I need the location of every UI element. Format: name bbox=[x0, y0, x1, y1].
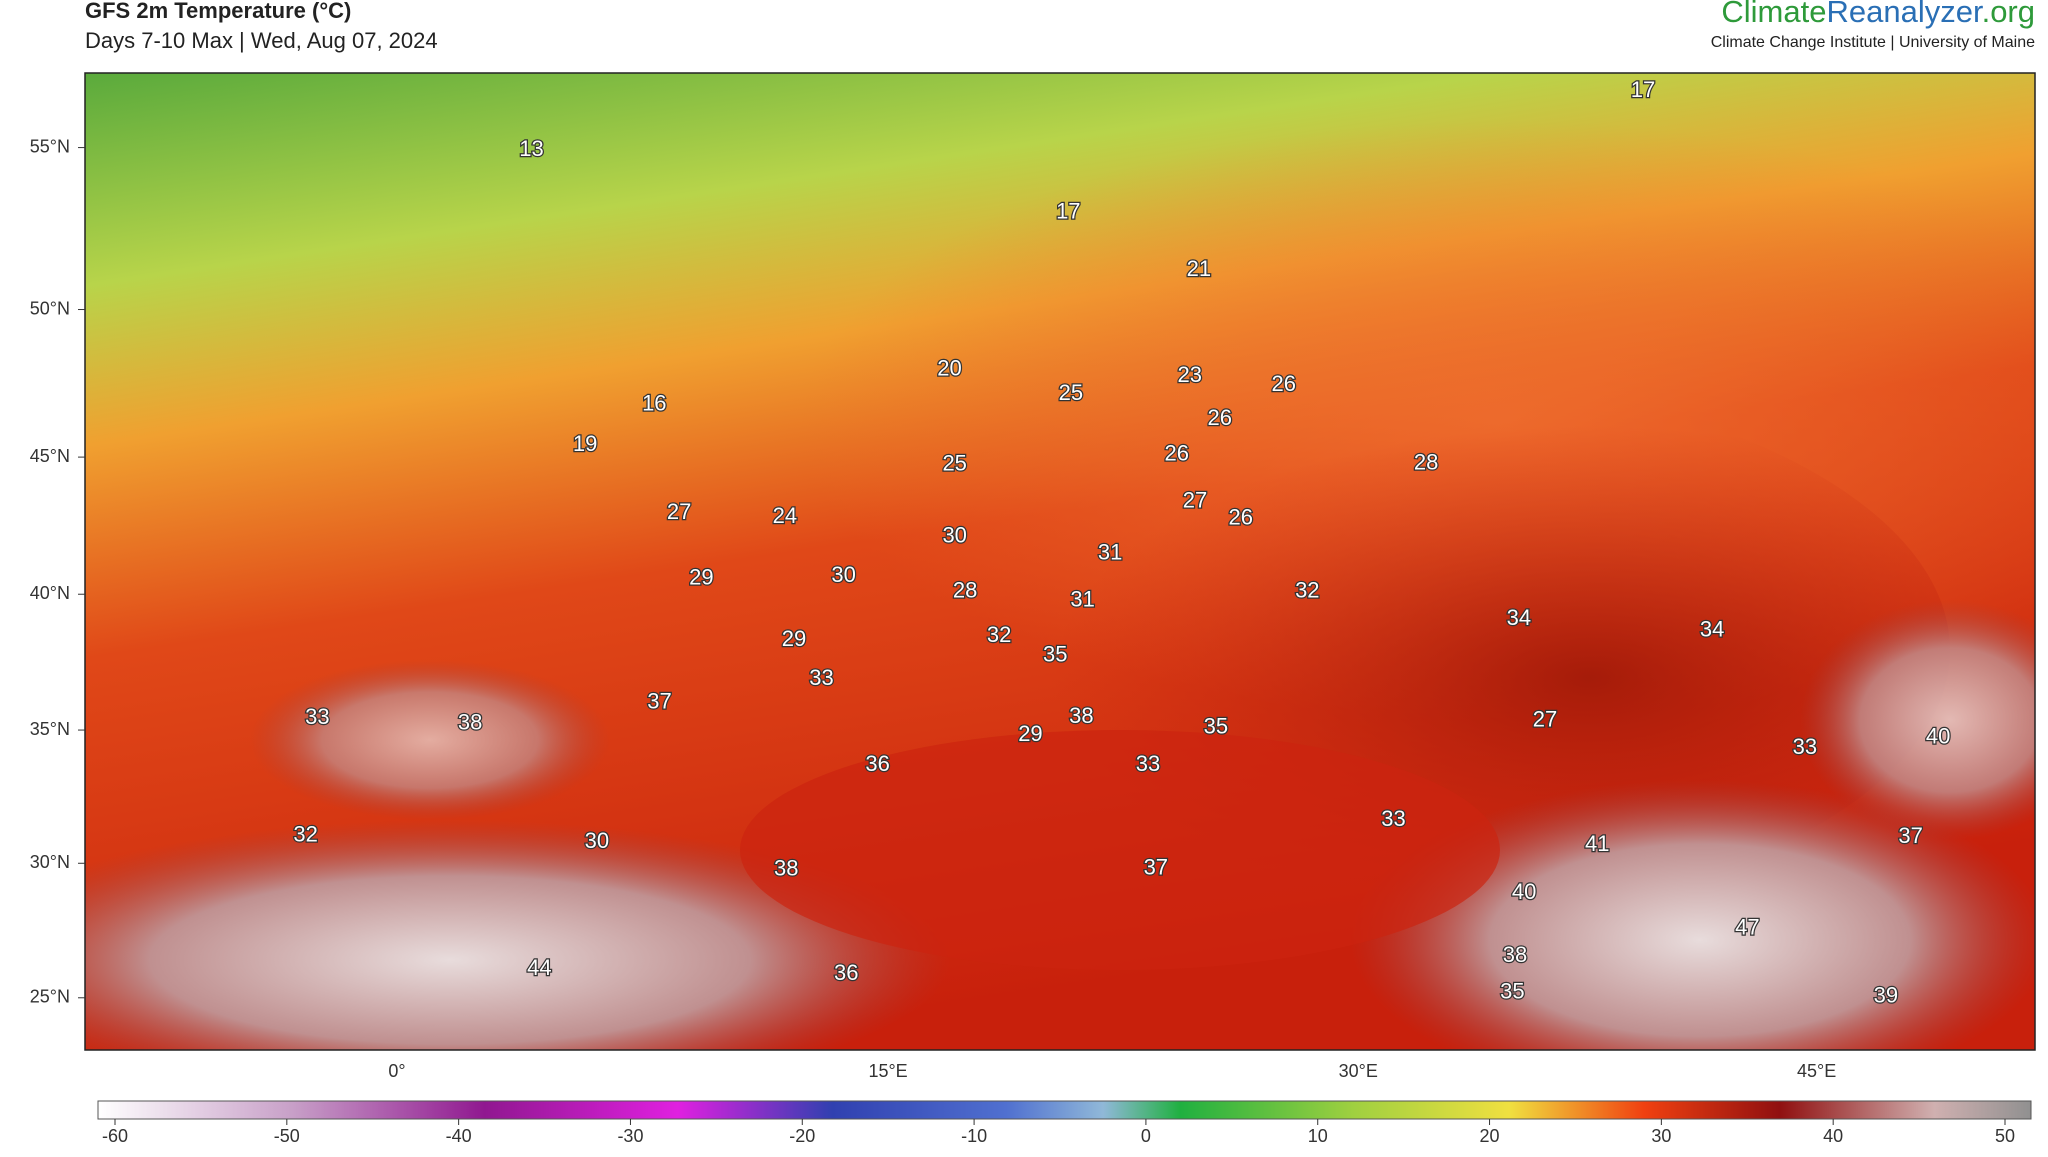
temperature-label: 27 bbox=[1183, 487, 1207, 512]
temperature-label: 32 bbox=[987, 622, 1011, 647]
colorbar-tick-label: 50 bbox=[1995, 1126, 2015, 1146]
lat-label: 30°N bbox=[30, 852, 70, 872]
brand-part: .org bbox=[1982, 0, 2035, 29]
temperature-label: 44 bbox=[527, 955, 551, 980]
temperature-label: 34 bbox=[1700, 617, 1724, 642]
brand-part: Reanalyzer bbox=[1826, 0, 1982, 29]
temperature-label: 25 bbox=[1059, 380, 1083, 405]
colorbar bbox=[97, 1100, 2032, 1120]
tagline: Climate Change Institute | University of… bbox=[1711, 34, 2035, 51]
colorbar-tick-label: -60 bbox=[102, 1126, 128, 1146]
temperature-label: 36 bbox=[865, 751, 889, 776]
temperature-label: 30 bbox=[831, 562, 855, 587]
temperature-label: 25 bbox=[942, 451, 966, 476]
temperature-label: 27 bbox=[667, 499, 691, 524]
temperature-label: 33 bbox=[1381, 806, 1405, 831]
temperature-label: 38 bbox=[1503, 942, 1527, 967]
subtitle: Days 7-10 Max | Wed, Aug 07, 2024 bbox=[85, 28, 438, 53]
lat-label: 35°N bbox=[30, 719, 70, 739]
temperature-label: 26 bbox=[1164, 440, 1188, 465]
title: GFS 2m Temperature (°C) bbox=[85, 0, 351, 23]
temperature-label: 35 bbox=[1500, 978, 1524, 1003]
colorbar-tick-label: -10 bbox=[961, 1126, 987, 1146]
lat-label: 55°N bbox=[30, 136, 70, 156]
temperature-label: 33 bbox=[1793, 734, 1817, 759]
temperature-label: 38 bbox=[1069, 703, 1093, 728]
temperature-label: 31 bbox=[1070, 587, 1094, 612]
colorbar-tick-label: -30 bbox=[617, 1126, 643, 1146]
temperature-label: 29 bbox=[1018, 721, 1042, 746]
colorbar-tick-label: 30 bbox=[1651, 1126, 1671, 1146]
temperature-label: 33 bbox=[305, 704, 329, 729]
lon-label: 45°E bbox=[1797, 1061, 1836, 1081]
temperature-label: 35 bbox=[1204, 713, 1228, 738]
colorbar-tick-label: 40 bbox=[1823, 1126, 1843, 1146]
colorbar-tick-label: 20 bbox=[1480, 1126, 1500, 1146]
temperature-label: 28 bbox=[1414, 449, 1438, 474]
temperature-label: 40 bbox=[1512, 879, 1536, 904]
temperature-label: 38 bbox=[458, 709, 482, 734]
temperature-label: 31 bbox=[1098, 540, 1122, 565]
temperature-label: 30 bbox=[585, 828, 609, 853]
colorbar-tick-label: -20 bbox=[789, 1126, 815, 1146]
temperature-label: 35 bbox=[1043, 641, 1067, 666]
temperature-label: 17 bbox=[1631, 77, 1655, 102]
temperature-label: 28 bbox=[953, 577, 977, 602]
temperature-label: 33 bbox=[1136, 751, 1160, 776]
temperature-label: 30 bbox=[942, 523, 966, 548]
temperature-label: 37 bbox=[647, 688, 671, 713]
temperature-label: 34 bbox=[1507, 605, 1531, 630]
temperature-label: 23 bbox=[1178, 362, 1202, 387]
temperature-label: 47 bbox=[1735, 914, 1759, 939]
temperature-label: 29 bbox=[689, 564, 713, 589]
temperature-label: 37 bbox=[1898, 823, 1922, 848]
temperature-label: 17 bbox=[1056, 199, 1080, 224]
temperature-label: 36 bbox=[834, 960, 858, 985]
map-field bbox=[85, 73, 2035, 1050]
lat-label: 45°N bbox=[30, 446, 70, 466]
lat-label: 25°N bbox=[30, 987, 70, 1007]
colorbar-tick-label: 10 bbox=[1308, 1126, 1328, 1146]
brand-part: Climate bbox=[1721, 0, 1826, 29]
temperature-label: 29 bbox=[782, 626, 806, 651]
temperature-label: 32 bbox=[1295, 577, 1319, 602]
lon-label: 0° bbox=[388, 1061, 405, 1081]
temperature-label: 24 bbox=[773, 503, 797, 528]
colorbar-tick-label: -50 bbox=[274, 1126, 300, 1146]
temperature-label: 39 bbox=[1874, 982, 1898, 1007]
temperature-label: 32 bbox=[293, 822, 317, 847]
temperature-label: 40 bbox=[1926, 724, 1950, 749]
temperature-label: 27 bbox=[1533, 707, 1557, 732]
lat-label: 40°N bbox=[30, 583, 70, 603]
temperature-label: 26 bbox=[1272, 371, 1296, 396]
temperature-label: 21 bbox=[1187, 256, 1211, 281]
colorbar-tick-label: -40 bbox=[446, 1126, 472, 1146]
map-frame bbox=[84, 72, 2036, 1051]
temperature-label: 41 bbox=[1585, 831, 1609, 856]
temperature-label: 26 bbox=[1208, 405, 1232, 430]
temperature-label: 16 bbox=[642, 391, 666, 416]
temperature-label: 38 bbox=[774, 856, 798, 881]
colorbar-tick-label: 0 bbox=[1141, 1126, 1151, 1146]
temperature-label: 13 bbox=[519, 136, 543, 161]
temperature-label: 33 bbox=[809, 665, 833, 690]
lon-label: 15°E bbox=[868, 1061, 907, 1081]
temperature-label: 19 bbox=[573, 431, 597, 456]
lat-label: 50°N bbox=[30, 298, 70, 318]
temperature-label: 37 bbox=[1144, 854, 1168, 879]
temperature-label: 26 bbox=[1228, 504, 1252, 529]
lon-label: 30°E bbox=[1339, 1061, 1378, 1081]
brand: ClimateReanalyzer.org bbox=[1721, 0, 2035, 29]
temperature-label: 20 bbox=[937, 355, 961, 380]
